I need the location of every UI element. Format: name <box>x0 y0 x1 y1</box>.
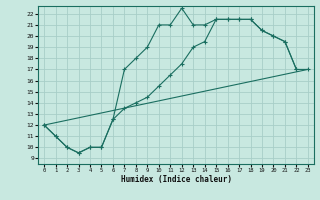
X-axis label: Humidex (Indice chaleur): Humidex (Indice chaleur) <box>121 175 231 184</box>
